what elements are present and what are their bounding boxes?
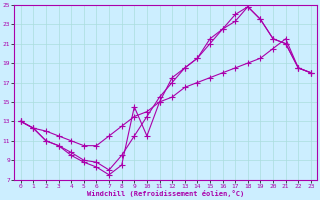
X-axis label: Windchill (Refroidissement éolien,°C): Windchill (Refroidissement éolien,°C) xyxy=(87,190,244,197)
